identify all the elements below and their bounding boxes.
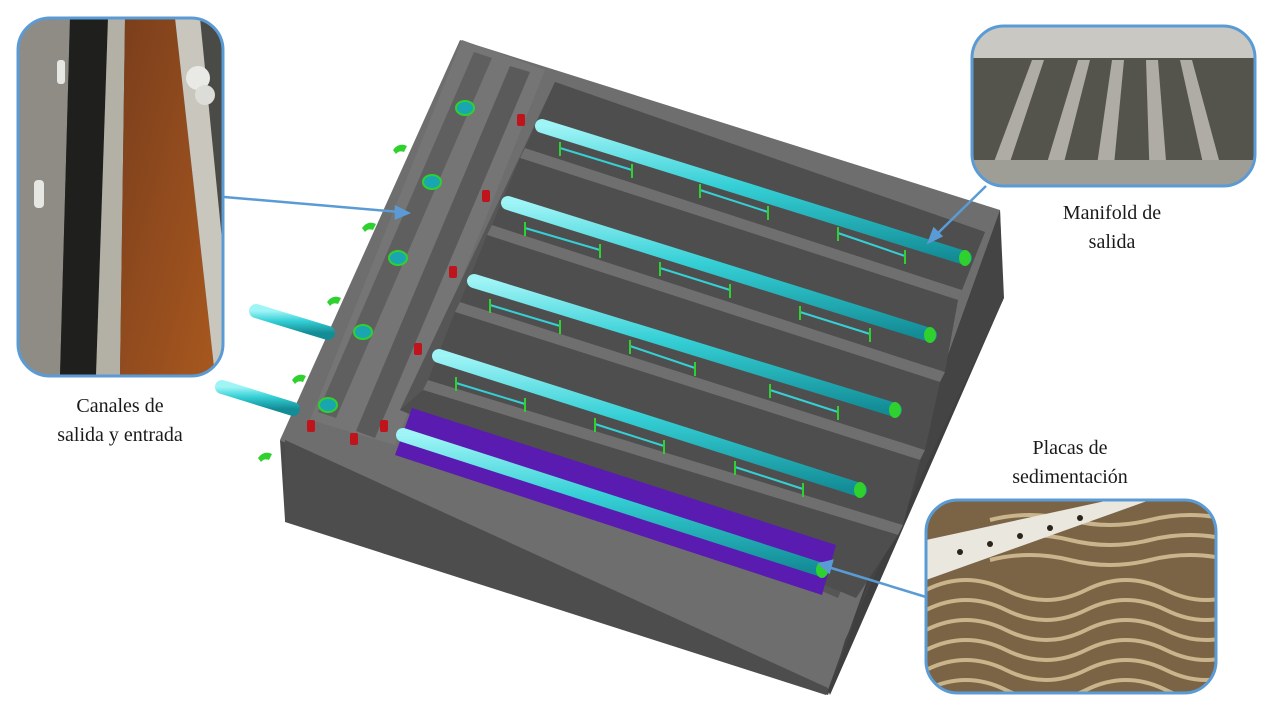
inlet-channel [356, 66, 530, 438]
inlet-pipes [215, 304, 335, 416]
label-plates: Placas de sedimentación [970, 434, 1170, 492]
label-plates-line1: Placas de [1032, 437, 1108, 459]
photo-plates [924, 498, 1218, 695]
callout-arrow-plates [827, 565, 927, 599]
label-channels: Canales de salida y entrada [20, 392, 220, 450]
lateral-collectors [455, 142, 906, 497]
label-manifold-line1: Manifold de [1062, 202, 1162, 224]
label-channels-line1: Canales de [76, 395, 164, 417]
label-channels-line2: salida y entrada [57, 424, 183, 446]
manifold-pipes [396, 119, 972, 577]
label-plates-line2: sedimentación [1012, 466, 1128, 488]
callout-arrow-manifold [934, 185, 987, 237]
red-valves [307, 114, 525, 445]
outlet-drains [318, 100, 475, 413]
photo-channels [16, 16, 225, 378]
callout-arrows [223, 185, 987, 599]
bay-dividers [423, 148, 962, 535]
callout-arrow-channels [223, 195, 401, 214]
photo-manifold [970, 24, 1257, 188]
side-elbows [258, 144, 407, 462]
tank-model [215, 40, 1004, 695]
tank-front-wall [285, 440, 828, 695]
label-manifold-line2: salida [1088, 231, 1136, 253]
label-manifold: Manifold de salida [1012, 199, 1212, 257]
